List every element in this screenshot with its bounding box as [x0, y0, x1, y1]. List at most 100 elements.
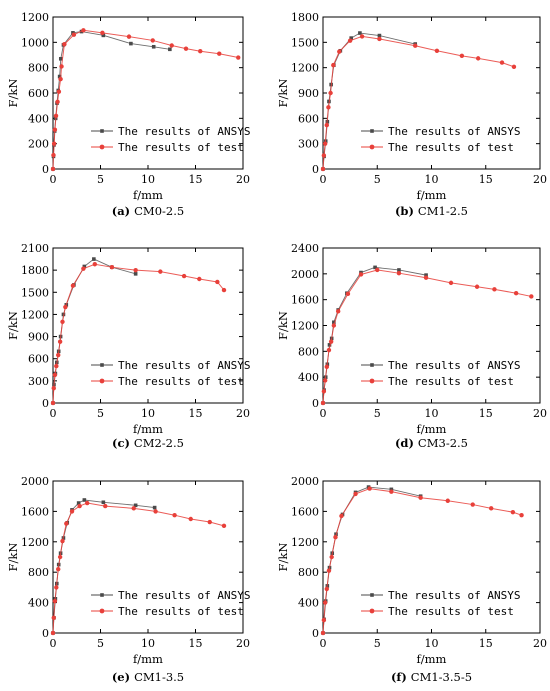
data-point-test — [54, 363, 59, 369]
data-point-ansys — [389, 487, 394, 492]
y-tick-label: 600 — [28, 353, 49, 366]
data-point-test — [131, 506, 136, 511]
data-point-test — [322, 600, 328, 605]
data-point-test — [71, 32, 77, 37]
y-tick-label: 0 — [312, 163, 319, 176]
x-axis-label: f/mm — [417, 188, 447, 202]
data-point-test — [331, 62, 336, 68]
chart-panel: 0 5 10 15 20 0 400 800 1200 1600 2000 2400 f/mm F/kN T… — [276, 242, 547, 450]
caption-tag: (a) — [112, 204, 130, 218]
data-point-test — [172, 513, 177, 518]
data-point-ansys — [332, 320, 336, 325]
data-point-ansys — [133, 272, 138, 276]
y-tick-label: 1600 — [21, 505, 49, 518]
x-tick-label: 0 — [50, 407, 57, 420]
data-point-test — [367, 486, 372, 491]
y-tick-label: 1000 — [21, 36, 49, 49]
x-tick-label: 5 — [374, 407, 381, 420]
data-point-test — [56, 566, 61, 572]
data-point-test — [359, 34, 365, 39]
data-point-ansys — [327, 343, 332, 347]
y-tick-label: 900 — [28, 331, 49, 344]
data-point-ansys — [92, 257, 96, 261]
data-point-test — [320, 400, 326, 406]
data-point-test — [133, 267, 138, 273]
data-point-test — [328, 339, 334, 344]
legend-label: The results of ANSYS — [388, 359, 520, 372]
legend-marker-circle — [369, 378, 375, 384]
data-point-test — [70, 283, 76, 288]
y-tick-label: 2400 — [291, 242, 319, 255]
caption-tag: (e) — [112, 670, 130, 684]
chart-panel: 0 5 10 15 20 0 300 600 900 1200 1500 1800 2100 f/mm F/… — [6, 242, 250, 450]
data-point-test — [63, 304, 68, 310]
data-point-test — [324, 122, 329, 128]
data-point-test — [150, 38, 155, 43]
legend-marker-square — [100, 129, 104, 133]
data-point-test — [324, 586, 329, 592]
y-tick-label: 800 — [28, 566, 49, 579]
legend-marker-square — [370, 363, 374, 367]
data-point-test — [60, 319, 65, 325]
chart-panel: 0 5 10 15 20 0 300 600 900 1200 1500 1800 f/mm F/kN Th… — [276, 11, 547, 218]
data-point-test — [181, 273, 187, 279]
y-tick-label: 1200 — [21, 536, 49, 549]
data-point-test — [60, 538, 65, 544]
data-point-test — [329, 554, 334, 560]
y-tick-label: 1200 — [291, 320, 319, 333]
data-point-test — [62, 42, 67, 47]
data-point-test — [217, 51, 222, 56]
data-point-test — [52, 127, 58, 132]
x-tick-label: 10 — [425, 173, 439, 186]
y-tick-label: 0 — [42, 397, 49, 410]
data-point-test — [50, 166, 56, 172]
legend-label: The results of ANSYS — [118, 589, 250, 602]
data-point-test — [326, 105, 331, 110]
data-point-test — [396, 270, 402, 276]
data-point-test — [52, 372, 58, 378]
data-point-test — [389, 489, 394, 494]
data-point-ansys — [424, 273, 428, 277]
y-axis-label: F/kN — [276, 311, 290, 340]
caption-tag: (d) — [395, 436, 414, 450]
x-tick-label: 15 — [189, 637, 203, 650]
data-point-test — [322, 141, 328, 146]
x-tick-label: 0 — [50, 173, 57, 186]
y-tick-label: 400 — [28, 597, 49, 610]
y-tick-label: 900 — [298, 87, 319, 100]
data-point-test — [51, 152, 56, 158]
y-tick-label: 800 — [28, 62, 49, 75]
x-tick-label: 20 — [533, 407, 547, 420]
legend-label: The results of test — [388, 375, 514, 388]
data-point-test — [377, 36, 382, 42]
data-point-test — [81, 266, 86, 271]
data-point-test — [56, 352, 61, 358]
data-point-test — [413, 43, 418, 48]
y-axis-label: F/kN — [276, 543, 290, 572]
data-point-test — [188, 516, 193, 522]
x-tick-label: 15 — [479, 407, 493, 420]
data-point-test — [345, 291, 351, 297]
data-point-test — [50, 400, 56, 406]
x-tick-label: 5 — [97, 637, 104, 650]
data-point-test — [54, 585, 59, 590]
data-point-test — [328, 90, 333, 96]
y-tick-label: 1800 — [291, 11, 319, 24]
data-point-test — [337, 49, 342, 54]
data-point-test — [445, 498, 450, 503]
data-point-test — [153, 509, 158, 514]
data-point-test — [59, 64, 64, 69]
data-point-ansys — [358, 31, 362, 35]
x-tick-label: 5 — [374, 637, 381, 650]
data-point-test — [519, 513, 524, 518]
data-point-test — [169, 43, 174, 48]
data-point-test — [511, 64, 517, 70]
data-point-test — [57, 339, 63, 344]
data-point-ansys — [373, 265, 377, 270]
data-point-test — [51, 615, 56, 620]
y-tick-label: 400 — [298, 371, 319, 384]
chart-caption: (e) CM1-3.5 — [112, 670, 184, 684]
legend-marker-circle — [99, 144, 105, 150]
data-point-test — [434, 48, 440, 53]
